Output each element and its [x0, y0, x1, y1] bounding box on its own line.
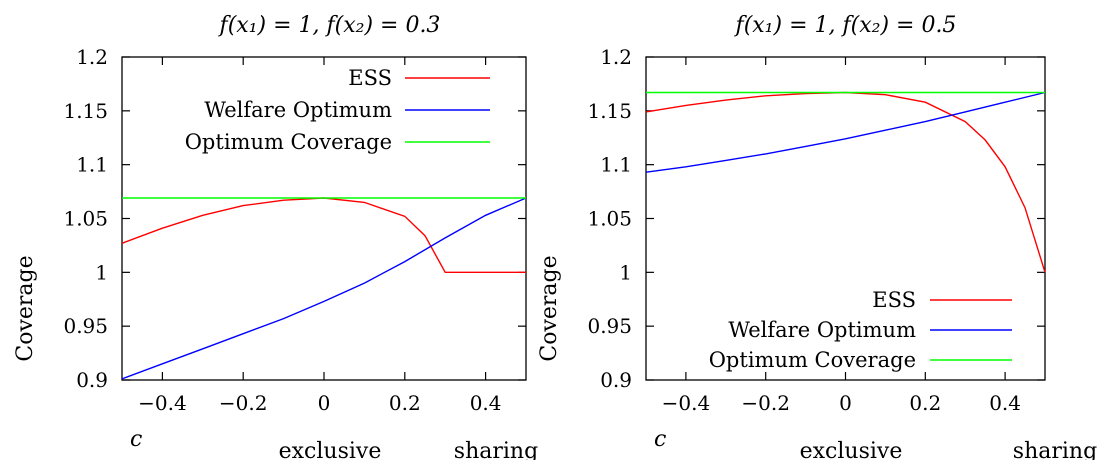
y-tick-label: 1.05: [63, 207, 108, 231]
x-annotation-exclusive: exclusive: [800, 439, 903, 460]
y-tick-label: 1.2: [600, 45, 632, 69]
legend: ESS Welfare Optimum Optimum Coverage: [709, 288, 1012, 372]
y-tick-label: 1.1: [76, 153, 108, 177]
y-tick-label: 1: [619, 260, 632, 284]
legend-label: ESS: [872, 288, 916, 312]
x-tick-label: 0: [318, 391, 331, 415]
legend: ESS Welfare Optimum Optimum Coverage: [185, 66, 490, 154]
x-annotation-sharing: sharing: [1013, 439, 1097, 460]
x-tick-label: 0.4: [470, 391, 502, 415]
y-tick-label: 1.15: [587, 99, 632, 123]
y-tick-label: 0.95: [587, 314, 632, 338]
legend-label: ESS: [348, 66, 392, 90]
y-axis-label: Coverage: [13, 255, 38, 361]
x-tick-label: 0.2: [909, 391, 941, 415]
chart-title: f(x₁) = 1, f(x₂) = 0.3: [218, 13, 441, 38]
x-annotation-exclusive: exclusive: [279, 439, 382, 460]
y-tick-label: 1: [95, 260, 108, 284]
chart-title: f(x₁) = 1, f(x₂) = 0.5: [734, 13, 957, 38]
x-tick-label: −0.4: [662, 391, 711, 415]
legend-label: Optimum Coverage: [185, 130, 392, 154]
y-axis-label: Coverage: [537, 255, 562, 361]
x-tick-label: −0.2: [741, 391, 790, 415]
x-tick-label: −0.4: [138, 391, 187, 415]
series-line-welfare-optimum: [121, 197, 527, 380]
x-tick-label: 0: [839, 391, 852, 415]
y-tick-label: 1.05: [587, 207, 632, 231]
chart-panel-1: f(x₁) = 1, f(x₂) = 0.3 0.9 0.95 1 1.05 1.1 1.1…: [13, 13, 538, 460]
chart-panel-2: f(x₁) = 1, f(x₂) = 0.5 0.9 0.95 1 1.05 1.1 1.1…: [537, 13, 1097, 460]
y-tick-label: 1.1: [600, 153, 632, 177]
legend-label: Welfare Optimum: [204, 98, 392, 122]
y-tick-label: 0.95: [63, 314, 108, 338]
y-tick-label: 1.15: [63, 99, 108, 123]
x-axis-label: c: [654, 427, 666, 452]
x-tick-label: 0.2: [389, 391, 421, 415]
series-line-ess: [645, 91, 1046, 273]
x-tick-label: −0.2: [219, 391, 268, 415]
x-annotation-sharing: sharing: [454, 439, 538, 460]
series-line-ess: [121, 197, 526, 273]
y-tick-label: 1.2: [76, 45, 108, 69]
x-axis-label: c: [130, 427, 142, 452]
legend-label: Optimum Coverage: [709, 348, 916, 372]
legend-label: Welfare Optimum: [728, 318, 916, 342]
y-tick-label: 0.9: [600, 368, 632, 392]
x-tick-label: 0.4: [989, 391, 1021, 415]
series-line-welfare-optimum: [645, 91, 1046, 173]
y-tick-label: 0.9: [76, 368, 108, 392]
